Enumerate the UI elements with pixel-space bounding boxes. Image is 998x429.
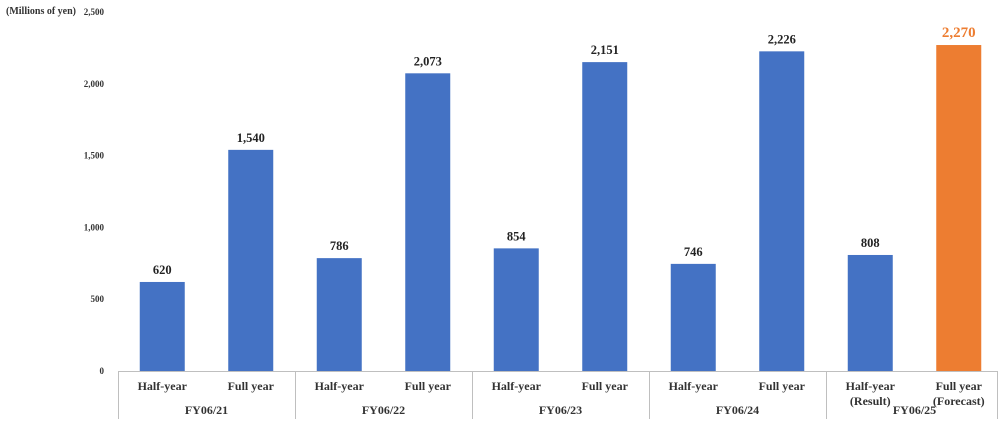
y-tick-label: 500 <box>91 294 105 304</box>
bar <box>936 45 982 371</box>
group-label: FY06/25 <box>893 403 936 417</box>
unit-label: (Millions of yen) <box>6 6 76 17</box>
x-tick-label: Full year <box>582 379 629 393</box>
data-label: 620 <box>153 263 172 277</box>
y-tick-label: 1,500 <box>84 151 105 161</box>
data-label: 2,151 <box>591 43 619 57</box>
x-tick-label: Half-year <box>138 379 188 393</box>
bar <box>847 254 893 371</box>
group-label: FY06/24 <box>716 403 759 417</box>
data-label: 1,540 <box>237 131 265 145</box>
x-tick-label: Half-year <box>669 379 719 393</box>
x-tick-label: Full year <box>228 379 275 393</box>
data-label: 854 <box>507 229 527 243</box>
bar <box>405 73 451 371</box>
group-label: FY06/22 <box>362 403 405 417</box>
data-label: 786 <box>330 239 349 253</box>
x-tick-label: Full year <box>405 379 452 393</box>
data-label: 2,226 <box>768 32 796 46</box>
y-tick-label: 2,000 <box>84 79 105 89</box>
x-tick-label: Half-year <box>315 379 365 393</box>
data-label: 808 <box>861 236 880 250</box>
bar <box>139 281 185 371</box>
bar <box>316 258 362 371</box>
data-label: 2,073 <box>414 54 442 68</box>
x-tick-label: Full year <box>759 379 806 393</box>
bar <box>670 263 716 371</box>
y-tick-label: 0 <box>100 366 105 376</box>
y-tick-label: 1,000 <box>84 222 105 232</box>
data-label: 2,270 <box>942 25 976 41</box>
data-label: 746 <box>684 245 703 259</box>
x-tick-label: Half-year <box>492 379 542 393</box>
group-label: FY06/21 <box>185 403 228 417</box>
bar <box>228 149 274 371</box>
x-tick-label: Full year <box>936 379 983 393</box>
x-tick-label: (Result) <box>850 394 891 408</box>
group-label: FY06/23 <box>539 403 582 417</box>
x-tick-label: Half-year <box>846 379 896 393</box>
y-tick-label: 2,500 <box>84 7 105 17</box>
x-tick-label: (Forecast) <box>933 394 985 408</box>
bar <box>493 248 539 371</box>
bar <box>582 62 628 372</box>
bar <box>759 51 805 371</box>
